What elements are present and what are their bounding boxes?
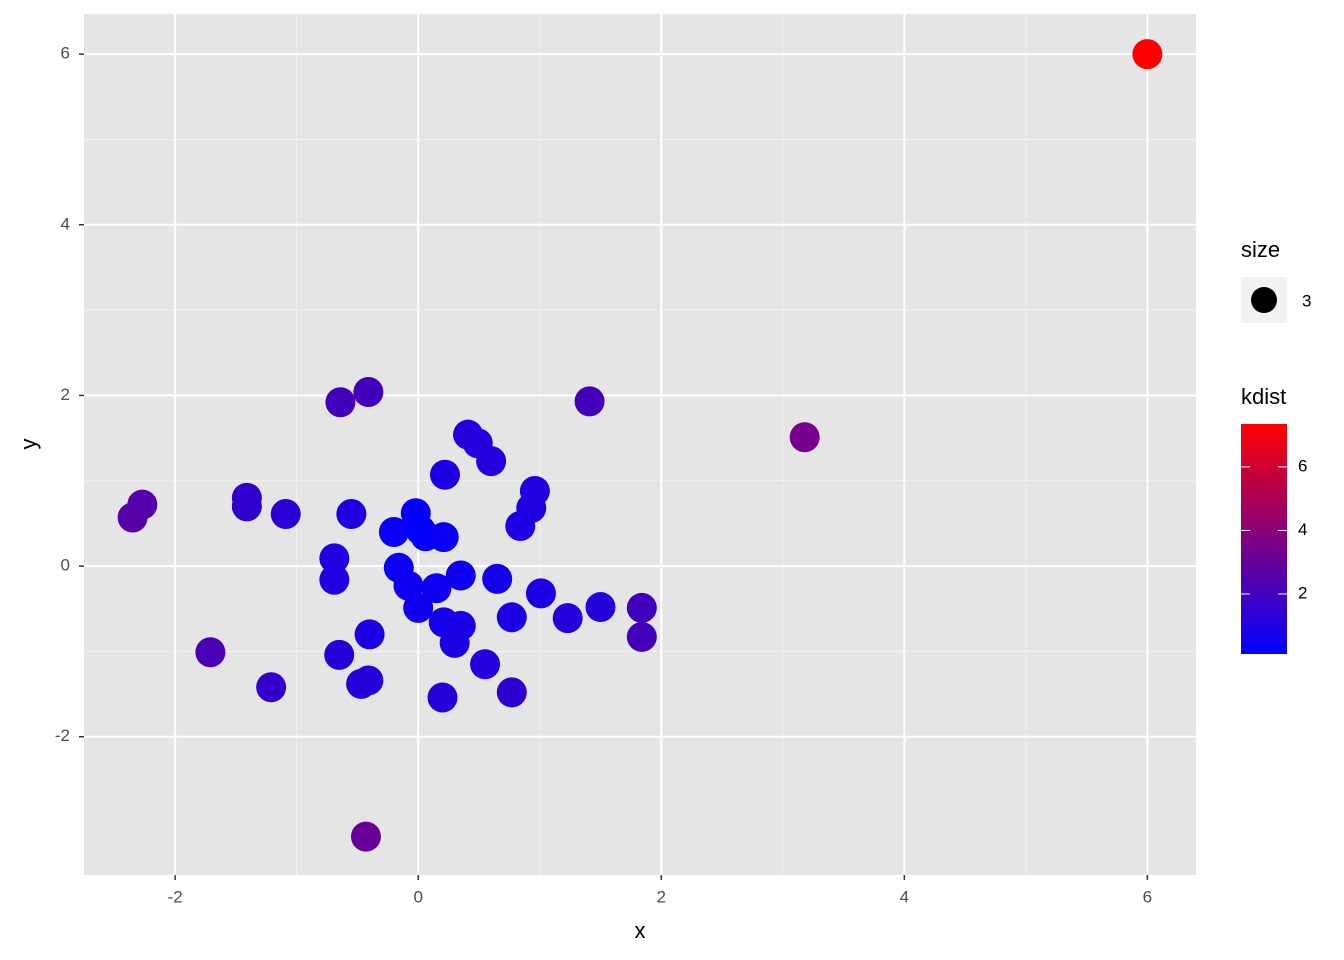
point: [319, 564, 350, 595]
point: [585, 592, 616, 623]
y-tick-label: 4: [61, 214, 70, 233]
point: [445, 560, 476, 591]
point: [427, 682, 458, 713]
y-tick-label: -2: [55, 726, 70, 745]
x-tick-label: 6: [1143, 887, 1152, 906]
point: [421, 573, 452, 604]
point: [127, 489, 158, 520]
size-legend-label: 3: [1302, 291, 1311, 310]
color-bar: [1241, 424, 1287, 654]
color-bar-label: 6: [1298, 456, 1307, 475]
point: [319, 543, 350, 574]
point: [429, 459, 460, 490]
y-axis-title: y: [16, 439, 41, 450]
point: [626, 592, 657, 623]
point: [789, 422, 820, 453]
point: [470, 649, 501, 680]
x-tick-label: 0: [413, 887, 422, 906]
point: [439, 627, 470, 658]
point: [353, 665, 384, 696]
plot-panel: [84, 14, 1196, 875]
point: [256, 672, 287, 703]
point: [525, 578, 556, 609]
x-tick-label: 2: [657, 887, 666, 906]
color-bar-label: 2: [1298, 583, 1307, 602]
y-tick-label: 6: [61, 44, 70, 63]
point: [496, 677, 527, 708]
point: [1132, 39, 1163, 70]
point: [552, 603, 583, 634]
x-tick-label: -2: [168, 887, 183, 906]
point: [350, 821, 381, 852]
x-axis-title: x: [635, 918, 646, 943]
point: [482, 563, 513, 594]
point: [505, 510, 536, 541]
point: [325, 387, 356, 418]
point: [574, 386, 605, 417]
point: [231, 491, 262, 522]
point: [336, 499, 367, 530]
point: [496, 602, 527, 633]
point: [476, 446, 507, 477]
x-tick-label: 4: [900, 887, 909, 906]
point: [626, 621, 657, 652]
point: [428, 522, 459, 553]
point: [403, 592, 434, 623]
point: [354, 619, 385, 650]
point: [324, 639, 355, 670]
point: [195, 637, 226, 668]
point: [378, 516, 409, 547]
color-legend-title: kdist: [1241, 384, 1286, 409]
point: [270, 499, 301, 530]
point: [353, 377, 384, 408]
size-legend-title: size: [1241, 237, 1280, 262]
y-tick-label: 2: [61, 385, 70, 404]
y-tick-label: 0: [61, 556, 70, 575]
color-bar-label: 4: [1298, 520, 1307, 539]
size-legend-point: [1251, 287, 1277, 313]
